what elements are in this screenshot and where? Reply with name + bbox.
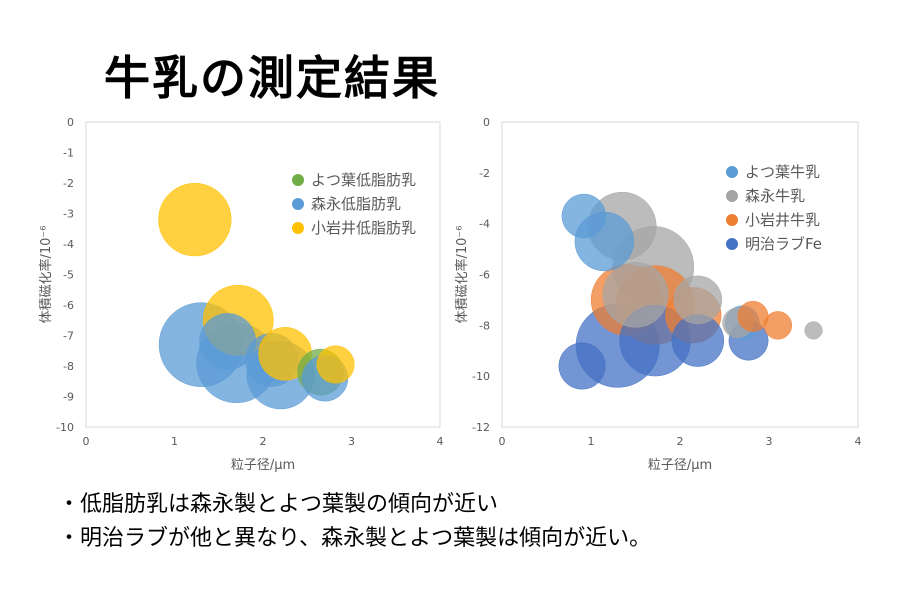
bubble-point [737,300,769,332]
bubble-point [602,261,669,328]
y-tick-label: -6 [479,269,490,282]
y-tick-label: -4 [479,218,490,231]
legend-marker [726,238,738,250]
legend-marker [726,214,738,226]
y-tick-label: -12 [472,421,490,434]
bubble-point [558,342,606,390]
legend-marker [726,190,738,202]
legend-label: 小岩井牛乳 [745,211,820,229]
legend-label: 森永牛乳 [745,187,805,205]
y-tick-label: -7 [63,330,74,343]
legend-marker [726,166,738,178]
x-axis-label: 粒子径/μm [231,458,295,473]
legend-marker [292,198,304,210]
y-tick-label: -8 [479,319,490,332]
y-tick-label: -6 [63,299,74,312]
y-tick-label: -3 [63,208,74,221]
bubble-chart-whole-milk-svg: 0 -2 -4 -6 -8 -10 -12 0 1 2 3 4 粒子径/μm 体積磁化率/10⁻⁶ よつ葉牛… [454,116,862,473]
x-tick-label: 1 [588,435,595,448]
bubble-point [673,275,723,325]
legend-label: よつ葉低脂肪乳 [311,171,416,189]
slide-title: 牛乳の測定結果 [104,51,440,105]
legend-label: 森永低脂肪乳 [311,195,401,213]
y-tick-label: -4 [63,238,74,251]
y-axis-label: 体積磁化率/10⁻⁶ [454,226,470,324]
y-tick-label: -10 [56,421,74,434]
y-tick-label: 0 [67,116,74,129]
x-tick-label: 4 [437,435,444,448]
y-tick-label: -8 [63,360,74,373]
bullet-list: ・低脂肪乳は森永製とよつ葉製の傾向が近い ・明治ラブが他と異なり、森永製とよつ葉… [58,488,651,556]
bubble-point [316,345,355,384]
y-tick-label: -2 [63,177,74,190]
legend-label: 明治ラブFe [745,235,822,253]
y-tick-label: -9 [63,391,74,404]
bullet-item: ・明治ラブが他と異なり、森永製とよつ葉製は傾向が近い。 [58,526,652,551]
x-tick-label: 2 [260,435,267,448]
y-axis-label: 体積磁化率/10⁻⁶ [38,226,54,324]
bubble-point [763,311,793,340]
x-tick-label: 0 [83,435,90,448]
x-tick-label: 4 [855,435,862,448]
bubble-chart-low-fat-svg: 0 -1 -2 -3 -4 -5 -6 -7 -8 -9 -10 0 1 2 3 4 粒子径/μm 体積磁化率/1… [38,116,444,473]
y-tick-label: -5 [63,269,74,282]
x-tick-label: 3 [348,435,355,448]
plot-frame [501,121,859,428]
bubble-chart-whole-milk: 0 -2 -4 -6 -8 -10 -12 0 1 2 3 4 粒子径/μm 体積磁化率/10⁻⁶ よつ葉牛… [448,112,878,482]
legend-marker [292,174,304,186]
bubble-point [158,182,232,257]
x-tick-label: 2 [677,435,684,448]
legend-label: よつ葉牛乳 [745,163,820,181]
bubble-chart-low-fat: 0 -1 -2 -3 -4 -5 -6 -7 -8 -9 -10 0 1 2 3 4 粒子径/μm 体積磁化率/1… [30,112,450,482]
bubble-point [804,321,823,340]
x-tick-label: 1 [171,435,178,448]
y-tick-label: -10 [472,370,490,383]
plot-frame [85,121,441,428]
x-tick-label: 0 [499,435,506,448]
y-tick-label: -2 [479,167,490,180]
x-tick-label: 3 [766,435,773,448]
y-tick-label: 0 [483,116,490,129]
legend-label: 小岩井低脂肪乳 [311,219,416,237]
bullet-item: ・低脂肪乳は森永製とよつ葉製の傾向が近い [58,492,499,517]
x-axis-label: 粒子径/μm [648,458,712,473]
y-tick-label: -1 [63,147,74,160]
bubble-point [561,193,607,239]
legend-marker [292,222,304,234]
